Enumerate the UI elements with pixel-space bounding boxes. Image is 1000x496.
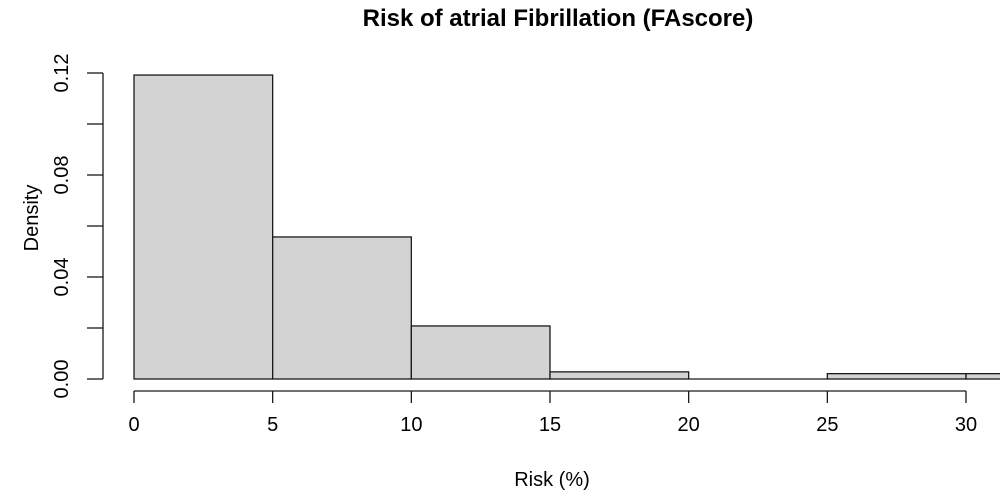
x-axis: 0 5 10 15 20 25 30 — [128, 390, 977, 436]
x-axis-label: Risk (%) — [514, 469, 590, 491]
chart-title: Risk of atrial Fibrillation (FAscore) — [363, 5, 754, 32]
histogram-bar — [272, 236, 412, 380]
y-tick-label: 0.00 — [51, 360, 73, 399]
y-axis: 0.00 0.04 0.08 0.12 — [51, 54, 104, 399]
plot-area — [133, 74, 1000, 380]
x-tick-label: 5 — [267, 414, 278, 436]
y-axis-label: Density — [21, 185, 43, 252]
histogram-bar — [410, 325, 551, 380]
y-tick-label: 0.08 — [51, 156, 73, 195]
histogram-bar — [133, 74, 274, 380]
x-tick-label: 25 — [816, 414, 838, 436]
histogram-bar — [965, 372, 1000, 380]
y-tick-label: 0.04 — [51, 258, 73, 297]
x-tick-label: 30 — [955, 414, 977, 436]
histogram-bar — [826, 372, 967, 380]
y-tick-label: 0.12 — [51, 54, 73, 93]
histogram-bar — [549, 371, 690, 380]
x-tick-label: 15 — [539, 414, 561, 436]
x-tick-label: 20 — [678, 414, 700, 436]
x-tick-label: 0 — [128, 414, 139, 436]
x-tick-label: 10 — [400, 414, 422, 436]
